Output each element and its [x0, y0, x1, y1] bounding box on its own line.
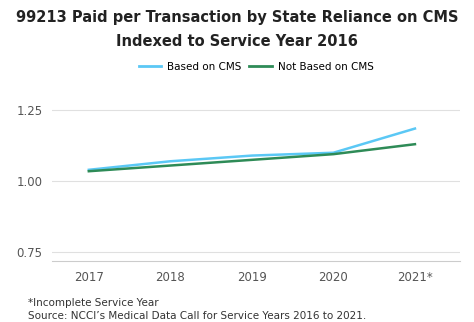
Legend: Based on CMS, Not Based on CMS: Based on CMS, Not Based on CMS — [134, 58, 378, 76]
Text: *Incomplete Service Year: *Incomplete Service Year — [28, 298, 159, 308]
Text: Indexed to Service Year 2016: Indexed to Service Year 2016 — [116, 34, 358, 49]
Text: Source: NCCI’s Medical Data Call for Service Years 2016 to 2021.: Source: NCCI’s Medical Data Call for Ser… — [28, 311, 367, 321]
Text: 99213 Paid per Transaction by State Reliance on CMS: 99213 Paid per Transaction by State Reli… — [16, 10, 458, 25]
